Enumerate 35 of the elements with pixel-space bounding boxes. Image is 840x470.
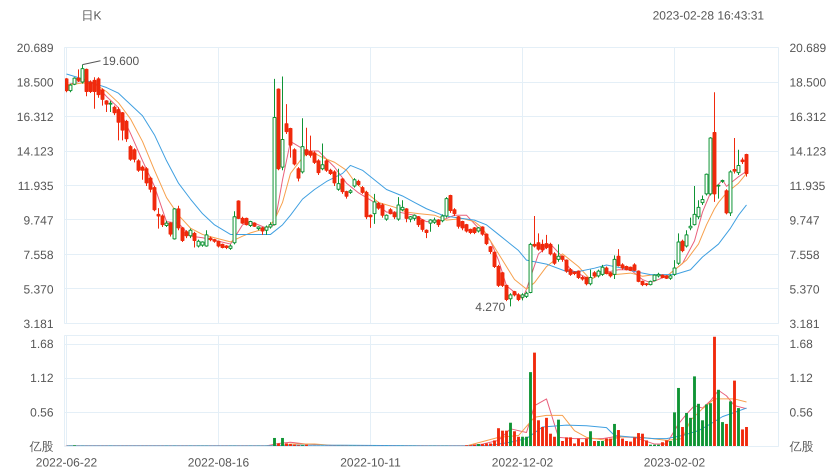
y-tick-label: 11.935 xyxy=(18,179,54,193)
x-tick-label: 2022-06-22 xyxy=(36,456,98,470)
y-tick-label: 3.181 xyxy=(23,317,54,331)
y-tick-label: 0.56 xyxy=(30,405,54,420)
x-tick-label: 2022-10-11 xyxy=(340,456,402,470)
y-tick-label: 7.558 xyxy=(23,248,54,262)
y-tick-label: 5.370 xyxy=(23,282,54,296)
annotation: 4.270 xyxy=(475,300,506,314)
x-tick-label: 2022-08-16 xyxy=(188,456,250,470)
y-tick-label: 14.123 xyxy=(16,144,54,159)
y-tick-label: 20.689 xyxy=(16,41,54,55)
y2-tick-label: 3.181 xyxy=(790,317,820,331)
chart-title: 日K xyxy=(82,8,102,22)
y2-tick-label: 1.68 xyxy=(790,337,814,352)
y2-tick-label: 16.312 xyxy=(790,110,827,124)
x-tick-label: 2022-12-02 xyxy=(492,456,554,470)
y2-tick-label: 11.935 xyxy=(790,179,826,193)
y2-tick-label: 1.12 xyxy=(790,371,814,386)
annotation: 19.600 xyxy=(102,54,140,68)
y-tick-label: 1.68 xyxy=(30,337,54,352)
y-tick-label: 1.12 xyxy=(30,371,54,386)
y2-tick-label: 7.558 xyxy=(790,248,820,262)
y-tick-label: 亿股 xyxy=(28,440,54,454)
y-tick-label: 18.500 xyxy=(16,76,54,90)
y-tick-label: 16.312 xyxy=(16,110,54,124)
y2-tick-label: 18.500 xyxy=(790,76,827,90)
y-tick-label: 9.747 xyxy=(23,213,54,228)
y2-tick-label: 亿股 xyxy=(788,440,814,454)
text: 2023-02-28 16:43:31 xyxy=(652,8,764,22)
y2-tick-label: 0.56 xyxy=(790,405,814,420)
y2-tick-label: 9.747 xyxy=(790,213,820,228)
y2-tick-label: 14.123 xyxy=(790,144,827,159)
y2-tick-label: 5.370 xyxy=(790,282,820,296)
x-tick-label: 2023-02-02 xyxy=(644,456,706,470)
y2-tick-label: 20.689 xyxy=(790,41,827,55)
